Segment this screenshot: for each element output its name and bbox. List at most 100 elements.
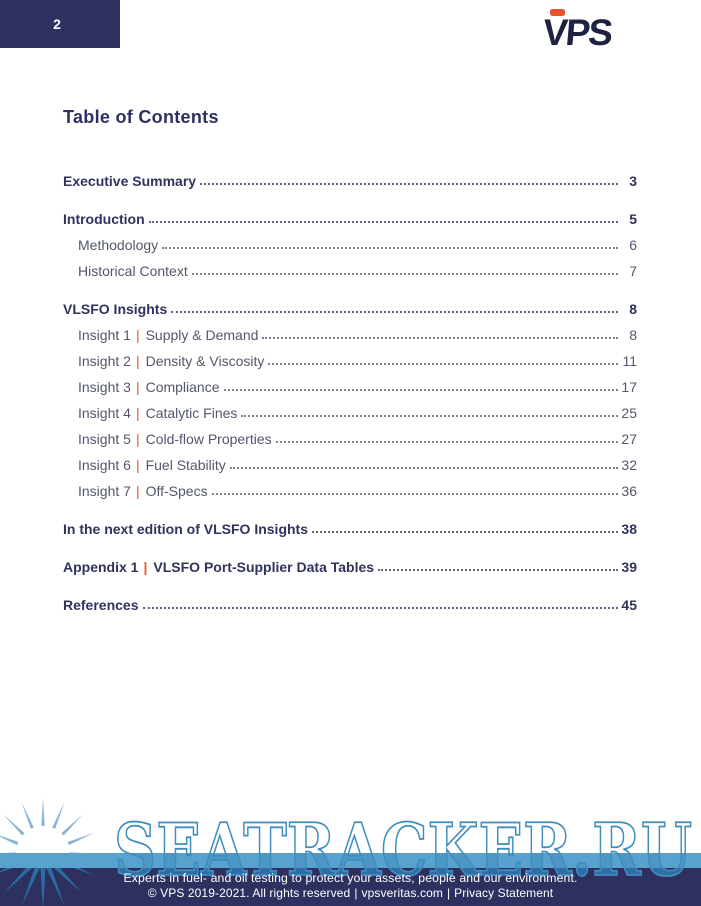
toc-entry-label: Supply & Demand xyxy=(145,327,259,343)
toc-entry-label: VLSFO Insights xyxy=(63,301,168,317)
toc-entry[interactable]: Executive Summary 3 xyxy=(63,172,637,190)
toc-page-number: 25 xyxy=(621,405,637,421)
toc-entry-label: Executive Summary xyxy=(63,173,197,189)
toc-page-number: 39 xyxy=(621,559,637,575)
toc-entry-label: VLSFO Port-Supplier Data Tables xyxy=(153,559,375,575)
pipe-separator: | xyxy=(135,405,140,421)
toc-leader-dots xyxy=(262,337,618,339)
toc-entry-label: Introduction xyxy=(63,211,145,227)
toc-entry-label: Catalytic Fines xyxy=(145,405,238,421)
toc-leader-dots xyxy=(268,363,618,365)
toc-entry[interactable]: Appendix 1 | VLSFO Port-Supplier Data Tabl… xyxy=(63,558,637,576)
toc-leader-dots xyxy=(148,221,618,223)
toc-entry-label: In the next edition of VLSFO Insights xyxy=(63,521,308,537)
toc-leader-dots xyxy=(142,607,618,609)
pipe-separator: | xyxy=(135,457,140,473)
toc-entry-prefix: Insight 4 xyxy=(78,405,131,421)
toc-leader-dots xyxy=(191,273,618,275)
toc-entry[interactable]: References 45 xyxy=(63,596,637,614)
toc-page-number: 38 xyxy=(621,521,637,537)
toc-entry-label: Off-Specs xyxy=(145,483,208,499)
toc-entry-label: Methodology xyxy=(78,237,159,253)
page-number-box: 2 xyxy=(0,0,120,48)
toc-page-number: 8 xyxy=(629,301,637,317)
toc-entry-prefix: Insight 1 xyxy=(78,327,131,343)
toc-page-number: 17 xyxy=(621,379,637,395)
toc-entry-label: References xyxy=(63,597,139,613)
toc-leader-dots xyxy=(171,311,618,313)
sun-dome xyxy=(16,826,70,853)
pipe-separator: | xyxy=(135,353,140,369)
footer-legal: © VPS 2019-2021. All rights reserved | vps… xyxy=(0,886,701,901)
watermark-text: SEATRACKER.RU xyxy=(114,807,692,886)
privacy-statement-link[interactable]: Privacy Statement xyxy=(454,886,554,900)
toc-page-number: 32 xyxy=(621,457,637,473)
toc-entry[interactable]: Methodology 6 xyxy=(63,236,637,254)
vps-logo: VPS xyxy=(541,6,647,54)
toc-leader-dots xyxy=(223,389,618,391)
footer-tagline: Experts in fuel- and oil testing to prot… xyxy=(123,871,578,885)
toc-entry-prefix: Insight 5 xyxy=(78,431,131,447)
toc-page-number: 36 xyxy=(621,483,637,499)
toc-leader-dots xyxy=(275,441,618,443)
footer-bar xyxy=(0,868,701,906)
toc-entry-label: Historical Context xyxy=(78,263,188,279)
toc-page-number: 6 xyxy=(629,237,637,253)
toc-entry[interactable]: Historical Context 7 xyxy=(63,262,637,280)
toc-entry[interactable]: Insight 1 | Supply & Demand 8 xyxy=(63,326,637,344)
toc-leader-dots xyxy=(200,183,618,185)
footer-separator: | xyxy=(446,886,451,900)
sun-logo-icon xyxy=(0,798,103,906)
footer-domain-link[interactable]: vpsveritas.com xyxy=(361,886,443,900)
toc-leader-dots xyxy=(241,415,618,417)
footer-copyright: © VPS 2019-2021. All rights reserved xyxy=(147,886,351,900)
toc-entry-label: Compliance xyxy=(145,379,220,395)
logo-accent-bar xyxy=(550,9,565,16)
toc-entry[interactable]: Introduction 5 xyxy=(63,210,637,228)
sun-ray xyxy=(51,862,83,894)
toc-entry-prefix: Insight 7 xyxy=(78,483,131,499)
toc-entry[interactable]: In the next edition of VLSFO Insights 38 xyxy=(63,520,637,538)
pipe-separator: | xyxy=(135,379,140,395)
toc-page-number: 5 xyxy=(629,211,637,227)
toc-entry[interactable]: Insight 2 | Density & Viscosity 11 xyxy=(63,352,637,370)
toc-entry[interactable]: Insight 4 | Catalytic Fines 25 xyxy=(63,404,637,422)
pipe-separator: | xyxy=(143,559,148,575)
pipe-separator: | xyxy=(135,483,140,499)
footer: Experts in fuel- and oil testing to prot… xyxy=(0,868,701,901)
toc-page-number: 11 xyxy=(622,353,637,369)
toc-entry-label: Cold-flow Properties xyxy=(145,431,272,447)
pipe-separator: | xyxy=(135,327,140,343)
sun-ray xyxy=(3,862,35,894)
toc-entry[interactable]: Insight 3 | Compliance 17 xyxy=(63,378,637,396)
toc-list: Executive Summary 3 Introduction 5 Metho… xyxy=(63,172,637,614)
toc-leader-dots xyxy=(162,247,618,249)
footer-separator: | xyxy=(354,886,358,900)
sun-ray xyxy=(21,865,40,906)
toc-entry-prefix: Insight 6 xyxy=(78,457,131,473)
toc-entry[interactable]: Insight 7 | Off-Specs 36 xyxy=(63,482,637,500)
toc-leader-dots xyxy=(229,467,618,469)
page-title: Table of Contents xyxy=(63,107,219,127)
toc-entry-label: Fuel Stability xyxy=(145,457,226,473)
toc-page-number: 45 xyxy=(621,597,637,613)
toc-entry[interactable]: VLSFO Insights 8 xyxy=(63,300,637,318)
toc-entry-label: Density & Viscosity xyxy=(145,353,265,369)
watermark-sea-band xyxy=(0,853,701,868)
toc-entry[interactable]: Insight 6 | Fuel Stability 32 xyxy=(63,456,637,474)
toc-entry[interactable]: Insight 5 | Cold-flow Properties 27 xyxy=(63,430,637,448)
toc-leader-dots xyxy=(378,569,618,571)
toc-leader-dots xyxy=(211,493,618,495)
toc-page-number: 7 xyxy=(629,263,637,279)
toc-page-number: 8 xyxy=(629,327,637,343)
toc-page-number: 27 xyxy=(621,431,637,447)
sun-ray xyxy=(46,865,65,906)
pipe-separator: | xyxy=(135,431,140,447)
page-number: 2 xyxy=(53,16,61,32)
toc-leader-dots xyxy=(312,531,618,533)
toc-entry-prefix: Insight 2 xyxy=(78,353,131,369)
toc-entry-prefix: Appendix 1 xyxy=(63,559,139,575)
toc-entry-prefix: Insight 3 xyxy=(78,379,131,395)
sun-ray xyxy=(40,867,46,906)
